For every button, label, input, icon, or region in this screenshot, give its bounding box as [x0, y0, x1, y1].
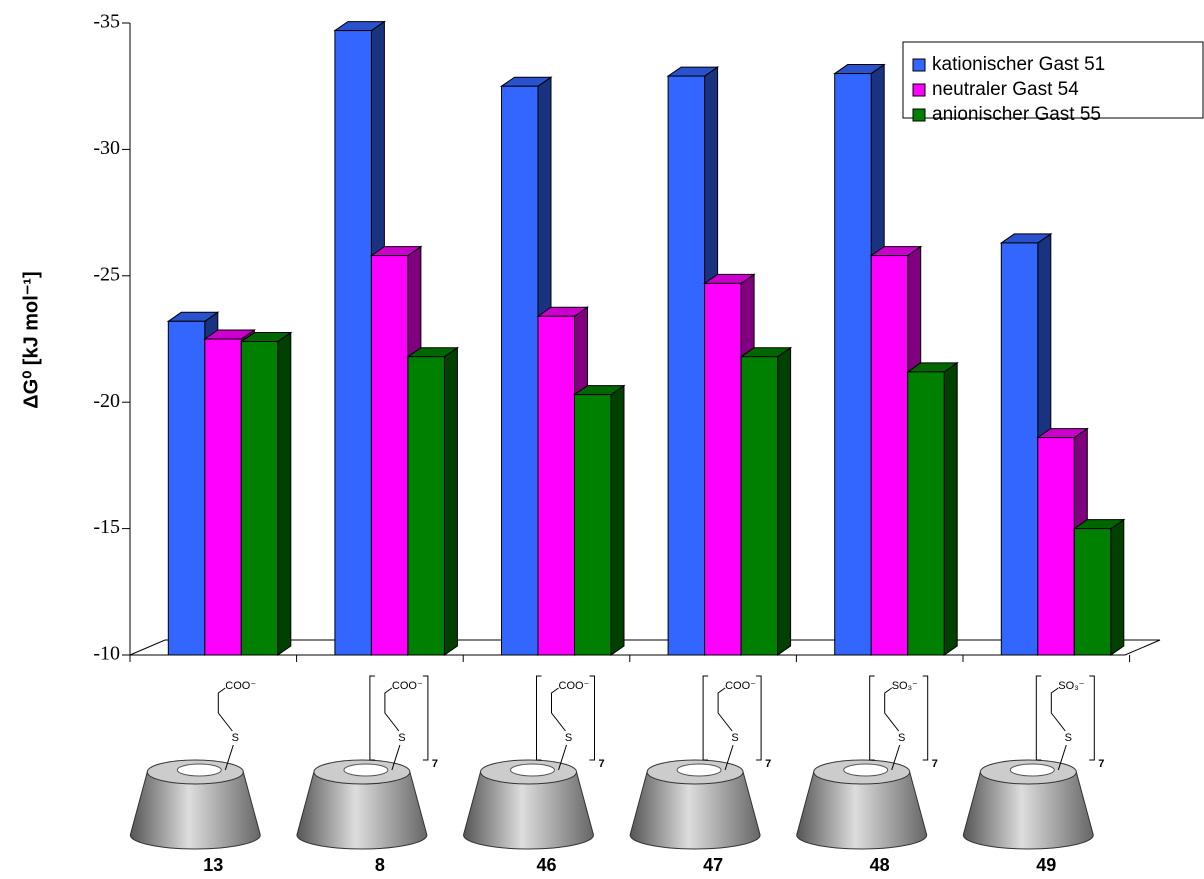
bond: [384, 687, 400, 732]
legend-swatch: [912, 58, 926, 72]
bar-side: [610, 384, 625, 656]
group: COO⁻: [392, 680, 423, 692]
repeat-count: 7: [1098, 758, 1104, 770]
atom: S: [898, 732, 905, 744]
bracket: [422, 675, 429, 761]
repeat-count: 7: [765, 758, 771, 770]
bar: [537, 315, 575, 656]
y-tick-label: -30: [93, 137, 120, 159]
bar-side: [777, 346, 792, 656]
y-tick-label: -10: [93, 643, 120, 665]
bond: [558, 744, 567, 771]
y-tick-label: -35: [93, 11, 120, 33]
category-label: 46: [536, 855, 556, 875]
bracket: [536, 675, 542, 761]
cone: [462, 771, 595, 850]
cone-hole: [1009, 763, 1055, 777]
bracket: [702, 675, 709, 761]
cone: [629, 771, 761, 850]
bracket: [369, 675, 375, 761]
cone-hole: [176, 763, 222, 777]
bar-side: [1110, 518, 1125, 656]
cone-hole: [343, 763, 389, 777]
group: SO₃⁻: [892, 680, 918, 692]
bar: [1073, 528, 1112, 656]
bar: [501, 85, 539, 656]
group: SO₃⁻: [1058, 680, 1084, 692]
bar: [834, 73, 872, 656]
bond: [884, 687, 900, 732]
cone-hole: [843, 763, 889, 777]
cone-hole: [676, 763, 722, 777]
bar: [574, 394, 612, 656]
bar: [704, 282, 742, 656]
category-label: 13: [203, 855, 223, 875]
y-tick-label: -25: [93, 263, 120, 285]
bar: [1000, 242, 1039, 656]
bracket: [869, 675, 875, 761]
cone-hole: [510, 763, 555, 777]
y-axis-label: ΔG⁰ [kJ mol⁻¹]: [20, 271, 42, 408]
bar: [167, 320, 206, 656]
bar: [1037, 437, 1075, 656]
bond: [1057, 744, 1067, 771]
bond: [391, 744, 401, 771]
bond: [1050, 687, 1066, 732]
bracket: [756, 675, 762, 761]
legend-label: anionischer Gast 55: [932, 104, 1101, 125]
bracket: [589, 675, 595, 761]
atom: S: [232, 732, 239, 744]
repeat-count: 7: [599, 758, 605, 770]
group: COO⁻: [225, 680, 256, 692]
bar: [907, 371, 945, 656]
cone: [796, 771, 928, 850]
repeat-count: 7: [932, 758, 938, 770]
bar: [667, 75, 706, 656]
bond: [891, 744, 901, 771]
category-label: 47: [703, 855, 723, 875]
bar: [740, 356, 779, 656]
cone: [962, 771, 1094, 850]
bar-side: [443, 346, 458, 656]
bar: [204, 338, 242, 656]
bar: [240, 341, 279, 656]
bracket: [1035, 675, 1042, 761]
repeat-count: 7: [432, 758, 438, 770]
legend-swatch: [912, 108, 926, 122]
group: COO⁻: [559, 680, 590, 692]
atom: S: [398, 732, 405, 744]
bond: [551, 687, 566, 732]
bond: [224, 744, 234, 771]
cone: [296, 771, 428, 850]
bracket: [922, 675, 929, 761]
atom: S: [731, 732, 738, 744]
y-tick-label: -15: [93, 516, 120, 538]
legend-label: kationischer Gast 51: [932, 54, 1105, 75]
bar-side: [277, 331, 292, 656]
bar: [407, 356, 445, 656]
bar: [370, 255, 409, 656]
y-tick-label: -20: [93, 390, 120, 412]
bond: [724, 744, 734, 771]
bar: [334, 30, 372, 656]
group: COO⁻: [725, 680, 756, 692]
atom: S: [565, 732, 572, 744]
bond: [217, 687, 233, 732]
category-label: 8: [375, 855, 385, 875]
bracket: [1089, 675, 1095, 761]
bar-side: [943, 361, 958, 656]
category-label: 49: [1036, 855, 1056, 875]
legend-label: neutraler Gast 54: [932, 79, 1079, 100]
bar: [870, 255, 909, 656]
legend-swatch: [912, 83, 926, 97]
legend: [902, 41, 1204, 119]
atom: S: [1065, 732, 1072, 744]
bond: [717, 687, 733, 732]
cone: [129, 771, 261, 850]
category-label: 48: [870, 855, 890, 875]
